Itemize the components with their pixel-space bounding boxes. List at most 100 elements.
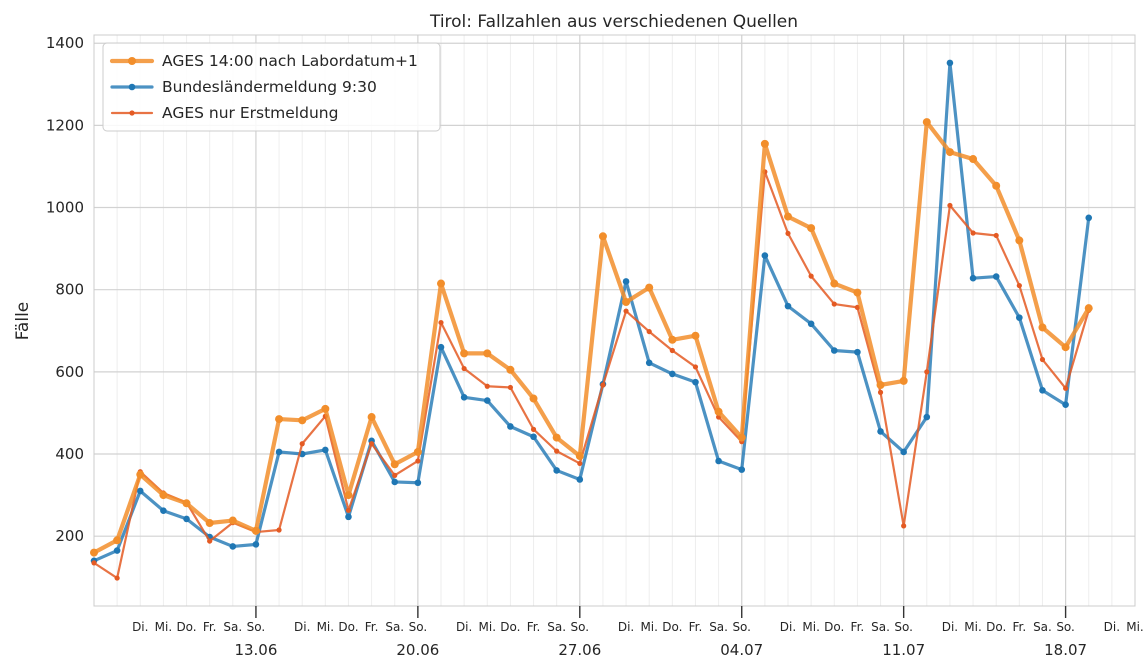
data-point — [415, 458, 421, 464]
x-weekday-label: Di. — [618, 620, 634, 634]
data-point — [461, 365, 467, 372]
data-point — [437, 343, 445, 351]
x-weekday-label: Di. — [456, 620, 472, 634]
series-line — [92, 61, 1091, 563]
x-weekday-label: Mi. — [317, 620, 335, 634]
data-point — [367, 413, 376, 422]
data-point — [136, 487, 144, 495]
data-point — [622, 298, 631, 307]
data-point — [899, 376, 908, 385]
data-point — [275, 448, 283, 456]
legend: AGES 14:00 nach Labordatum+1 Bundesländer… — [102, 42, 441, 132]
y-tick-label: 1400 — [46, 34, 84, 52]
data-point — [344, 491, 353, 500]
y-tick-label: 400 — [55, 445, 84, 463]
data-point — [853, 288, 862, 297]
data-point — [414, 479, 422, 487]
x-weekday-label: Di. — [132, 620, 148, 634]
data-point — [207, 538, 213, 544]
data-point — [830, 347, 838, 354]
series-layer — [90, 59, 1093, 581]
x-weekday-label: Fr. — [1012, 620, 1026, 634]
data-point — [645, 283, 654, 292]
data-point — [623, 308, 629, 314]
data-point — [669, 347, 675, 354]
data-point — [438, 319, 444, 326]
x-weekday-label: So. — [732, 620, 751, 634]
data-point — [1063, 385, 1069, 391]
data-point — [1039, 356, 1046, 363]
data-point — [901, 523, 907, 529]
x-date-tick-label: 18.07 — [1044, 641, 1087, 659]
data-point — [993, 232, 999, 239]
data-point — [668, 335, 677, 344]
x-date-tick-label: 13.06 — [234, 641, 277, 659]
data-point — [229, 543, 237, 550]
data-point — [114, 575, 120, 581]
data-point — [877, 428, 884, 435]
legend-swatch-marker — [129, 110, 135, 116]
x-date-tick-label: 11.07 — [882, 641, 925, 659]
data-point — [228, 516, 237, 525]
data-point — [945, 148, 954, 157]
data-point — [507, 384, 513, 391]
data-point — [691, 331, 700, 340]
x-weekday-label: Mi. — [964, 620, 982, 634]
x-weekday-label: Fr. — [851, 620, 865, 634]
data-point — [808, 273, 814, 279]
data-point — [113, 536, 122, 545]
legend-entry-label: AGES nur Erstmeldung — [162, 104, 338, 122]
data-point — [575, 452, 584, 461]
x-weekday-label: Do. — [986, 620, 1006, 634]
data-point — [205, 519, 214, 528]
x-weekday-label: Do. — [176, 620, 196, 634]
data-point — [715, 457, 722, 465]
data-point — [1016, 282, 1022, 289]
data-point — [91, 560, 97, 566]
y-tick-label: 200 — [55, 527, 84, 545]
x-weekday-label: Mi. — [155, 620, 173, 634]
data-point — [483, 397, 491, 404]
x-weekday-label: So. — [247, 620, 266, 634]
data-point — [506, 365, 515, 374]
data-point — [275, 415, 284, 424]
data-point — [553, 467, 560, 474]
x-weekday-label: Sa. — [547, 620, 566, 634]
x-weekday-label: Di. — [294, 620, 310, 634]
data-point — [576, 476, 584, 483]
x-date-tick-label: 20.06 — [396, 641, 439, 659]
data-point — [90, 548, 98, 557]
x-weekday-label: So. — [571, 620, 590, 634]
data-point — [830, 279, 839, 288]
data-point — [182, 499, 191, 508]
data-point — [600, 382, 606, 388]
x-weekday-label: Sa. — [709, 620, 728, 634]
data-point — [645, 359, 653, 367]
data-point — [831, 301, 837, 307]
data-point — [251, 526, 260, 535]
data-point — [529, 394, 538, 403]
data-point — [900, 448, 907, 456]
data-point — [136, 470, 145, 479]
data-point — [622, 278, 630, 285]
data-point — [252, 541, 260, 548]
data-point — [299, 441, 305, 447]
data-point — [738, 466, 746, 473]
x-weekday-label: Di. — [942, 620, 958, 634]
data-point — [552, 433, 561, 442]
data-point — [113, 547, 121, 554]
x-weekday-label: Mi. — [640, 620, 658, 634]
data-point — [807, 224, 816, 233]
data-point — [784, 302, 792, 310]
plot-frame — [93, 34, 1136, 607]
x-weekday-label: So. — [1056, 620, 1075, 634]
data-point — [669, 370, 676, 378]
data-point — [392, 472, 398, 478]
x-weekday-label: So. — [409, 620, 428, 634]
data-point — [1084, 304, 1093, 313]
x-weekday-label: Mi. — [802, 620, 820, 634]
data-point — [159, 491, 168, 500]
x-weekday-label: Sa. — [1033, 620, 1052, 634]
data-point — [969, 155, 978, 164]
